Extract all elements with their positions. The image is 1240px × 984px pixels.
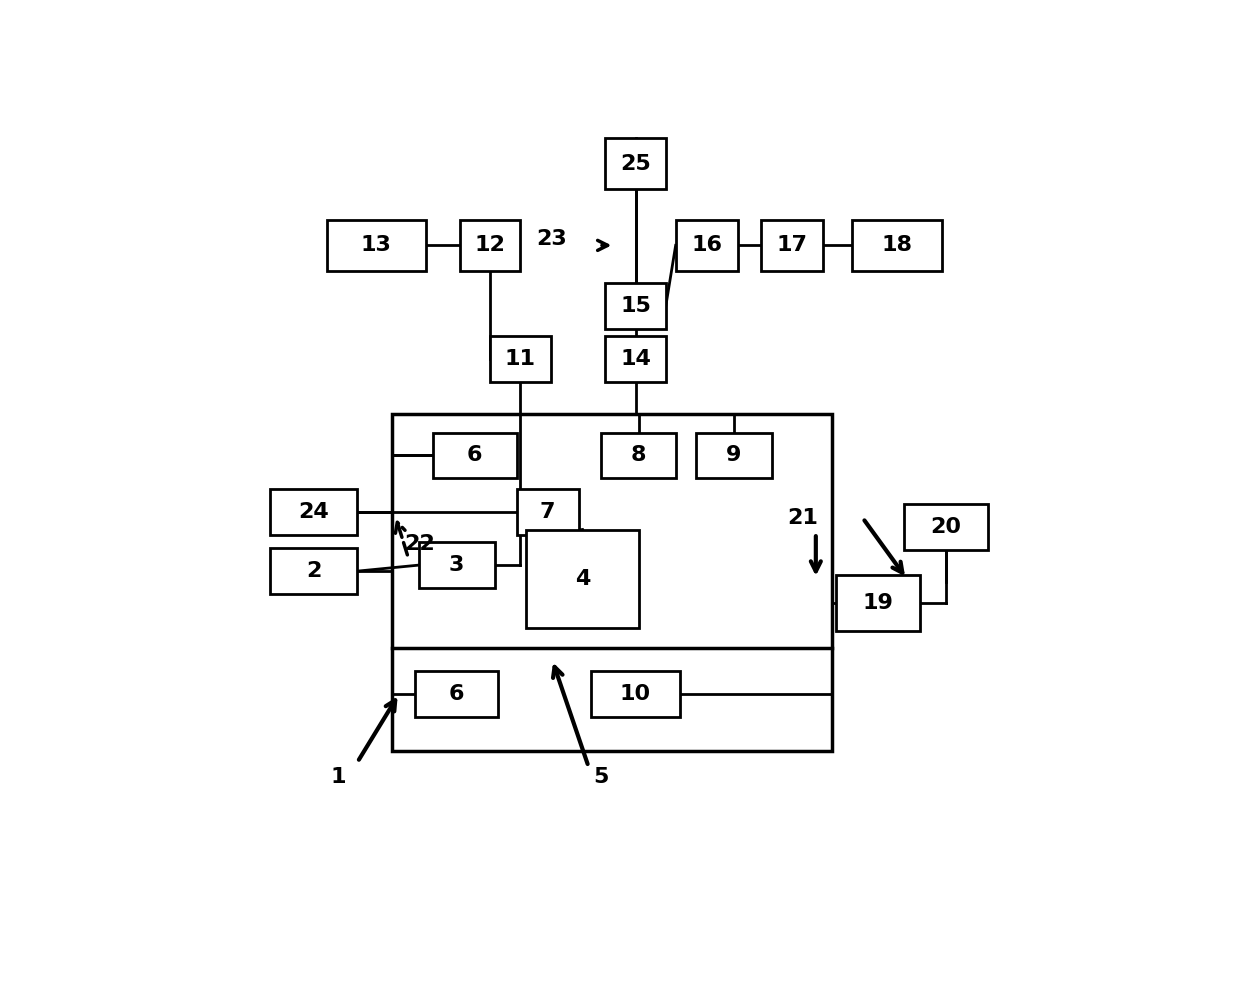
Text: 14: 14: [620, 349, 651, 369]
Bar: [760, 219, 822, 272]
Bar: [460, 219, 521, 272]
Text: 3: 3: [449, 555, 464, 575]
Text: 18: 18: [882, 235, 913, 256]
Text: 23: 23: [537, 229, 568, 249]
Bar: [433, 433, 517, 478]
Bar: [415, 671, 498, 716]
Bar: [605, 283, 666, 329]
Text: 5: 5: [594, 768, 609, 787]
Bar: [676, 219, 738, 272]
Bar: [852, 219, 941, 272]
Text: 7: 7: [539, 502, 556, 523]
Text: 2: 2: [306, 561, 321, 582]
Bar: [836, 575, 920, 632]
Bar: [419, 542, 495, 587]
Bar: [270, 489, 357, 535]
Bar: [327, 219, 425, 272]
Text: 21: 21: [786, 508, 817, 528]
Text: 10: 10: [620, 684, 651, 704]
Text: 15: 15: [620, 296, 651, 316]
Text: 19: 19: [863, 593, 893, 613]
Bar: [605, 337, 666, 382]
Text: 8: 8: [631, 445, 646, 465]
Text: 6: 6: [467, 445, 482, 465]
Text: 20: 20: [931, 518, 962, 537]
Text: 6: 6: [449, 684, 465, 704]
Text: 9: 9: [727, 445, 742, 465]
Text: 13: 13: [361, 235, 392, 256]
Text: 12: 12: [475, 235, 506, 256]
Bar: [590, 671, 681, 716]
Bar: [490, 337, 551, 382]
Bar: [517, 489, 579, 535]
Bar: [270, 548, 357, 594]
Bar: [392, 413, 832, 751]
Text: 4: 4: [575, 569, 590, 588]
Text: 16: 16: [691, 235, 722, 256]
Text: 17: 17: [776, 235, 807, 256]
Text: 25: 25: [620, 154, 651, 173]
Text: 24: 24: [298, 502, 329, 523]
Text: 22: 22: [404, 534, 435, 554]
Bar: [696, 433, 771, 478]
Bar: [600, 433, 676, 478]
Bar: [605, 138, 666, 189]
Text: 11: 11: [505, 349, 536, 369]
Text: 1: 1: [331, 768, 346, 787]
Bar: [904, 505, 988, 550]
Bar: [527, 529, 639, 628]
